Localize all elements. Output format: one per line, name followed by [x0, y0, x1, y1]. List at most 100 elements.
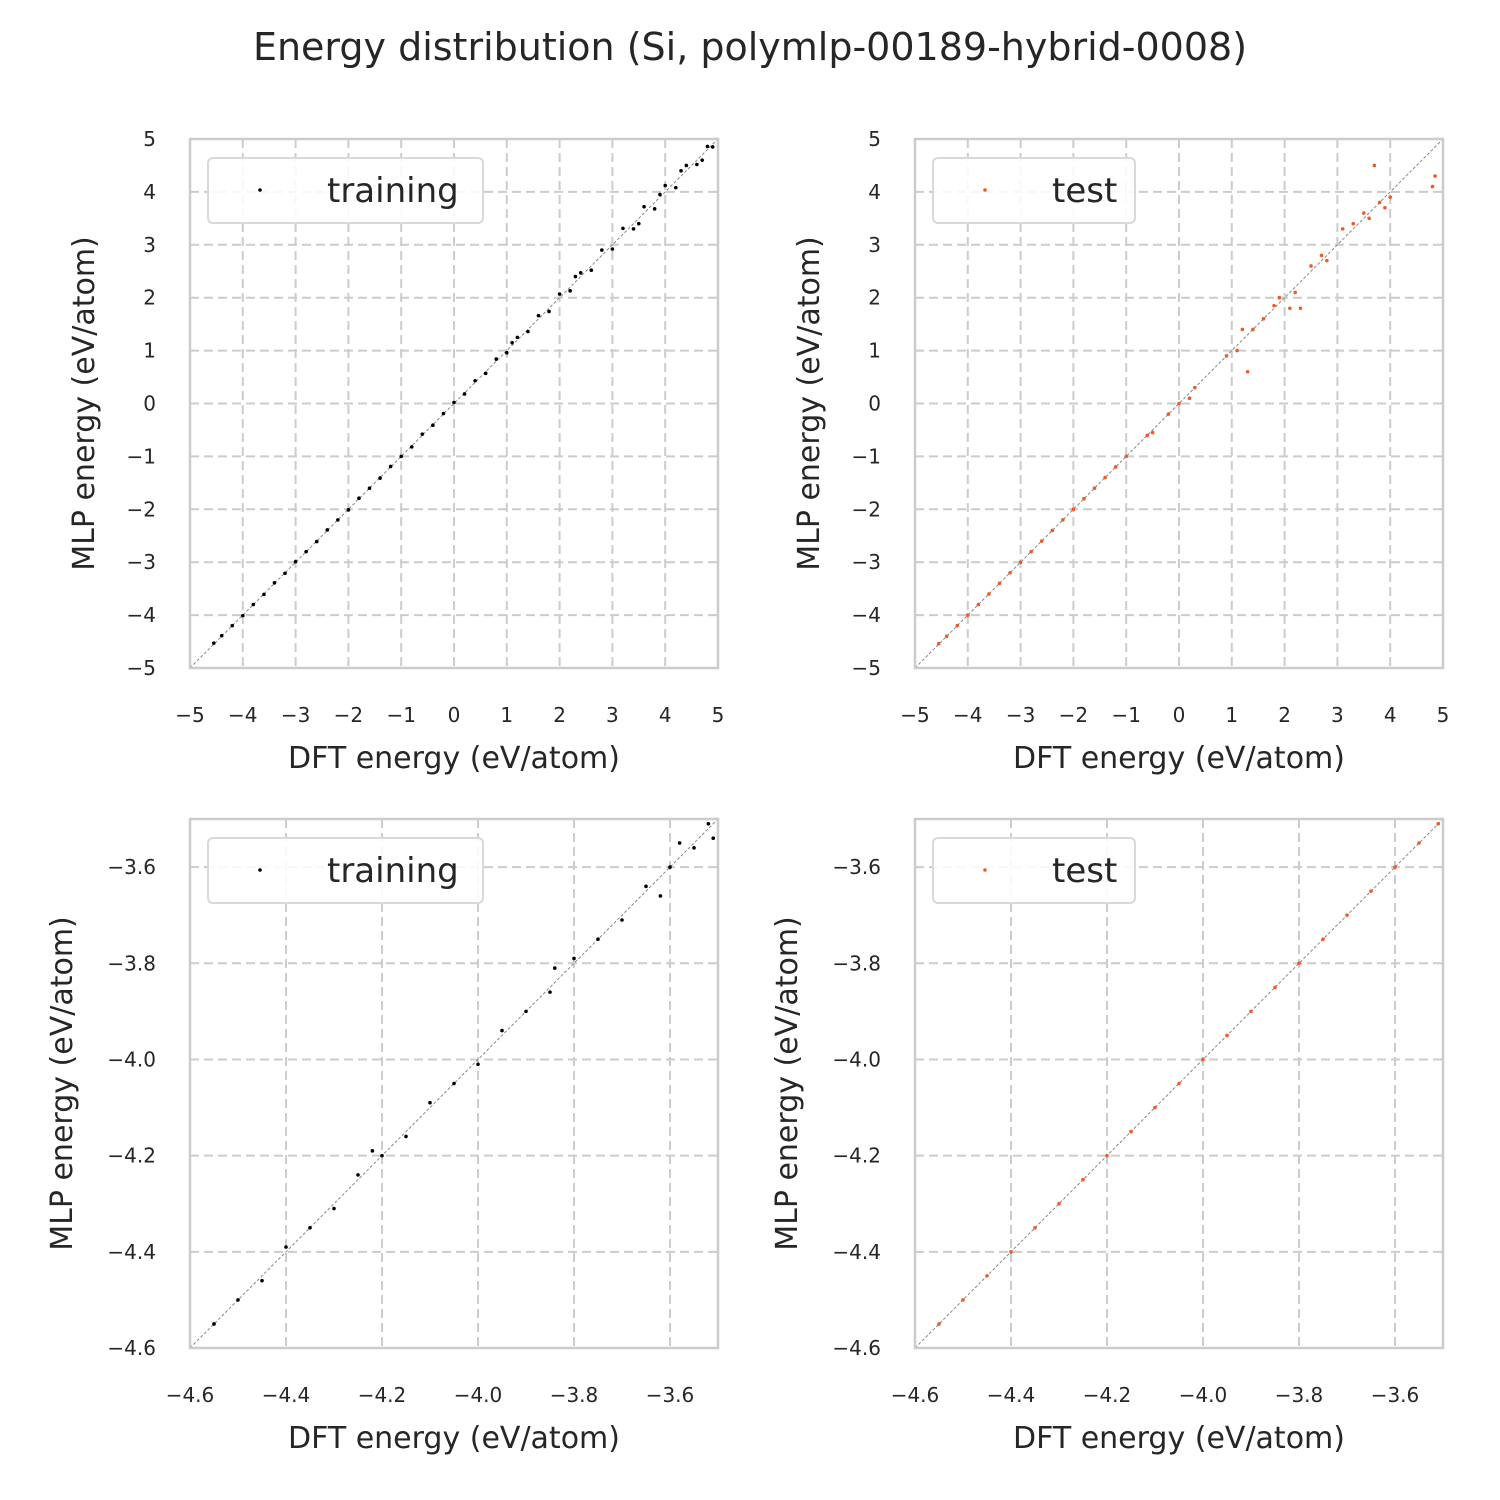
x-tick-label: −5 [175, 703, 204, 727]
y-tick-label: 3 [868, 233, 881, 257]
legend-marker [258, 188, 262, 192]
x-tick-label: −4.2 [1083, 1383, 1132, 1407]
data-point [985, 1274, 989, 1278]
data-point [452, 1081, 456, 1086]
data-point [1105, 1153, 1109, 1158]
data-point [1345, 913, 1349, 917]
x-tick-label: −4.0 [1179, 1383, 1228, 1407]
data-point [961, 1298, 965, 1302]
y-tick-label: −2 [127, 497, 156, 521]
data-point [1057, 1201, 1061, 1206]
x-axis-label: DFT energy (eV/atom) [288, 1421, 620, 1456]
data-point [547, 309, 551, 314]
y-tick-label: 3 [143, 233, 156, 257]
data-point [1092, 486, 1097, 490]
data-point [356, 1173, 360, 1177]
panels: −5 −4 −3 −2 −1 0 1 2 3 4 5 −5 −4 −3 −2 −1 0 1 2 3 4 5 DFT ener… [45, 127, 1449, 1456]
y-tick-label: −4.4 [107, 1240, 156, 1264]
data-point [1153, 1105, 1157, 1110]
data-point [557, 292, 562, 296]
x-tick-label: −3 [281, 703, 310, 727]
panel-2: −5 −4 −3 −2 −1 0 1 2 3 4 5 −5 −4 −3 −2 −1 0 1 2 3 4 5 DFT ener… [792, 127, 1449, 776]
data-point [346, 508, 351, 512]
data-point [212, 1322, 216, 1326]
legend-box [932, 157, 1136, 224]
data-point [380, 1153, 384, 1158]
data-point [658, 894, 663, 898]
x-tick-label: 4 [1384, 703, 1397, 727]
x-tick-label: −3 [1006, 703, 1035, 727]
data-point [684, 163, 689, 168]
data-point [1362, 211, 1366, 215]
data-point [473, 378, 477, 383]
y-tick-label: −4.6 [107, 1336, 156, 1360]
x-tick-label: 2 [553, 703, 566, 727]
data-point [568, 289, 572, 293]
data-point [1224, 354, 1229, 358]
x-tick-label: −3.6 [646, 1383, 695, 1407]
x-tick-label: −4 [953, 703, 982, 727]
data-point [548, 990, 552, 994]
data-point [230, 623, 235, 628]
data-point [526, 329, 530, 334]
data-point [1288, 306, 1292, 311]
x-tick-label: −2 [334, 703, 363, 727]
data-point [944, 634, 949, 639]
x-tick-label: −4.0 [454, 1383, 503, 1407]
data-point [1377, 200, 1382, 205]
data-point [1293, 290, 1297, 295]
legend: training [207, 837, 484, 904]
data-point [1245, 369, 1250, 374]
data-point [652, 207, 657, 211]
y-axis-label: MLP energy (eV/atom) [792, 236, 827, 571]
data-point [695, 162, 699, 167]
data-point [936, 641, 941, 646]
y-tick-label: −3.6 [832, 855, 881, 879]
data-point [1061, 518, 1065, 522]
data-point [620, 918, 624, 922]
data-point [1436, 822, 1440, 826]
data-point [637, 221, 641, 226]
legend-marker [983, 188, 987, 192]
data-point [388, 464, 393, 469]
x-tick-label: −1 [1111, 703, 1140, 727]
diagonal-reference-line [914, 818, 1444, 1349]
data-point [631, 227, 636, 231]
data-point [1251, 327, 1255, 332]
data-point [1113, 465, 1118, 469]
data-point [1297, 961, 1301, 966]
x-tick-label: −4.2 [358, 1383, 407, 1407]
data-point [1201, 1057, 1205, 1062]
series-test [936, 163, 1437, 646]
data-point [578, 271, 583, 275]
data-point [1193, 385, 1197, 390]
y-tick-label: −5 [852, 656, 881, 680]
y-tick-label: 1 [143, 339, 156, 363]
data-point [314, 539, 319, 544]
data-point [1325, 258, 1329, 263]
data-point [515, 335, 520, 340]
data-point [573, 274, 578, 279]
legend-box [207, 157, 484, 224]
y-tick-label: −4.0 [832, 1047, 881, 1071]
data-point [241, 613, 245, 618]
y-tick-label: −4.2 [107, 1144, 156, 1168]
data-point [553, 966, 557, 970]
y-tick-label: −3.8 [107, 951, 156, 975]
series-training [211, 144, 715, 645]
data-point [1033, 1225, 1037, 1230]
data-point [1008, 570, 1012, 575]
data-point [357, 496, 361, 500]
data-point [1272, 303, 1276, 308]
data-point [1071, 507, 1076, 512]
data-point [596, 937, 600, 942]
data-point [500, 1028, 504, 1033]
data-point [452, 400, 456, 405]
data-point [1393, 865, 1397, 869]
diagonal-reference-line [189, 138, 719, 669]
data-point [441, 411, 446, 416]
data-point [536, 313, 541, 318]
axes-frame [913, 137, 1445, 670]
figure-title: Energy distribution (Si, polymlp-00189-h… [253, 25, 1247, 69]
